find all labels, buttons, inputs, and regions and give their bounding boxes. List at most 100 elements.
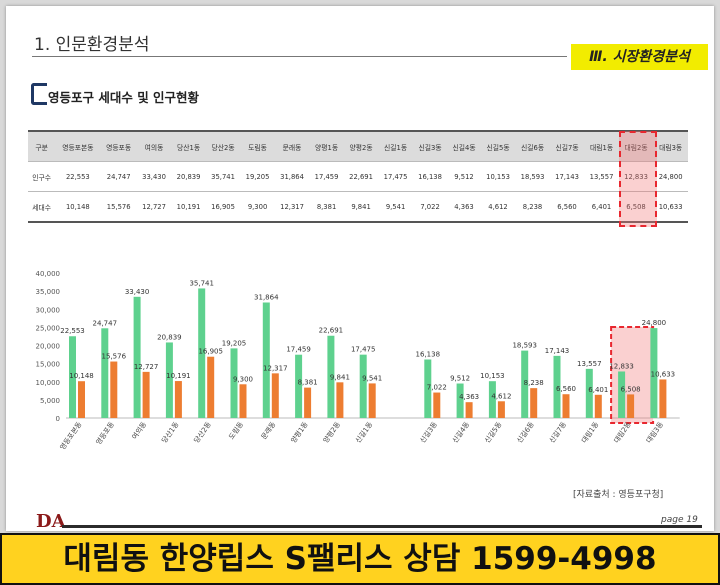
table-header-cell: 구분 — [28, 130, 56, 162]
table-cell: 20,839 — [171, 161, 206, 192]
table-cell: 7,022 — [412, 191, 448, 223]
table-cell: 17,459 — [309, 161, 344, 192]
data-label-population: 17,459 — [286, 346, 311, 354]
x-tick-label: 여의동 — [130, 420, 149, 441]
table-row: 인구수 22,553 24,747 33,430 20,839 35,741 19,205 3… — [28, 161, 688, 192]
table-cell: 8,381 — [309, 191, 344, 223]
x-tick-label: 대림2동 — [613, 420, 634, 445]
bar-households — [465, 402, 473, 418]
table-header-cell: 영등포본동 — [55, 130, 101, 162]
table-header-cell: 양평2동 — [343, 130, 379, 162]
table-header-cell: 영등포동 — [100, 130, 137, 162]
data-label-households: 6,508 — [621, 385, 641, 393]
table-cell: 12,317 — [274, 191, 310, 223]
x-tick-label: 신길5동 — [483, 420, 504, 445]
x-tick-label: 당산1동 — [160, 420, 181, 445]
data-label-households: 16,905 — [198, 348, 223, 356]
table-cell: 31,864 — [274, 161, 310, 192]
table-cell: 4,363 — [447, 191, 481, 223]
table-cell: 15,576 — [100, 191, 137, 223]
population-table: 구분 영등포본동 영등포동 여의동 당산1동 당산2동 도림동 문래동 양평1동 양평2동 신길1동… — [28, 130, 688, 223]
bar-households — [627, 394, 635, 418]
data-label-households: 9,541 — [362, 374, 382, 382]
bar-population — [133, 296, 141, 418]
data-label-households: 10,633 — [651, 370, 676, 378]
footer-divider — [62, 525, 702, 528]
data-label-population: 24,747 — [93, 319, 118, 327]
bar-population — [650, 328, 658, 418]
section-divider — [32, 56, 567, 57]
table-highlight — [619, 131, 657, 227]
bar-households — [174, 381, 182, 418]
data-label-population: 24,800 — [642, 319, 667, 327]
data-label-population: 19,205 — [222, 339, 247, 347]
y-tick-label: 35,000 — [36, 288, 61, 296]
data-label-population: 10,153 — [480, 372, 505, 380]
bar-population — [488, 381, 496, 418]
data-label-households: 7,022 — [427, 384, 447, 392]
table-header-cell: 양평1동 — [309, 130, 344, 162]
population-chart: 0 5,000 10,000 15,000 20,000 25,000 30,000 35,0… — [36, 270, 680, 452]
data-label-population: 31,864 — [254, 293, 279, 301]
data-label-households: 6,401 — [588, 386, 608, 394]
bar-households — [336, 382, 344, 418]
bar-households — [78, 381, 85, 418]
table-header-cell: 신길1동 — [378, 130, 413, 162]
table-header-cell: 신길3동 — [412, 130, 448, 162]
bar-population — [521, 350, 529, 418]
data-label-households: 4,612 — [491, 392, 511, 400]
table-cell: 18,593 — [515, 161, 550, 192]
x-tick-label: 문래동 — [259, 420, 278, 441]
bar-households — [142, 371, 150, 418]
table-header-cell: 도림동 — [240, 130, 275, 162]
x-tick-label: 영등포본동 — [58, 420, 84, 452]
x-tick-label: 신길7동 — [547, 420, 568, 445]
subtitle: 영등포구 세대수 및 인구현황 — [48, 90, 200, 105]
y-tick-label: 0 — [56, 415, 60, 423]
bar-population — [553, 355, 561, 418]
table-cell: 16,138 — [412, 161, 448, 192]
data-label-population: 17,143 — [545, 347, 570, 355]
bar-population — [198, 288, 206, 418]
table-cell: 12,727 — [136, 191, 172, 223]
data-label-population: 16,138 — [416, 350, 441, 358]
data-label-population: 33,430 — [125, 288, 150, 296]
table-header-cell: 신길7동 — [549, 130, 585, 162]
bar-population — [165, 342, 173, 418]
table-header-cell: 신길5동 — [480, 130, 516, 162]
data-label-population: 13,557 — [577, 360, 602, 368]
section-title: 1. 인문환경분석 — [34, 35, 150, 55]
data-label-households: 8,238 — [524, 379, 544, 387]
bar-population — [69, 336, 76, 418]
x-tick-label: 신길1동 — [353, 420, 374, 445]
source-note: [자료출처 : 영등포구청] — [573, 490, 664, 500]
data-label-population: 22,553 — [60, 327, 85, 335]
table-header-cell: 여의동 — [136, 130, 172, 162]
table-cell: 24,800 — [653, 161, 688, 192]
table-row: 세대수 10,148 15,576 12,727 10,191 16,905 9,300 12… — [28, 191, 688, 223]
x-tick-label: 신길4동 — [450, 420, 471, 445]
data-label-households: 6,560 — [556, 385, 576, 393]
bar-households — [497, 401, 505, 418]
bar-households — [368, 383, 376, 418]
bracket-icon — [31, 83, 47, 105]
table-cell: 9,841 — [343, 191, 379, 223]
bar-population — [327, 335, 335, 418]
table-cell: 22,553 — [55, 161, 101, 192]
table-cell: 9,541 — [378, 191, 413, 223]
contact-banner: 대림동 한양립스 S팰리스 상담 1599-4998 — [0, 533, 720, 585]
table-header-cell: 대림3동 — [653, 130, 688, 162]
y-tick-label: 5,000 — [40, 397, 60, 405]
x-tick-label: 대림1동 — [580, 420, 601, 445]
bar-households — [239, 384, 247, 418]
table-cell: 6,508 — [618, 191, 654, 223]
y-tick-label: 40,000 — [36, 270, 61, 278]
table-cell: 10,153 — [480, 161, 516, 192]
y-tick-label: 30,000 — [36, 306, 61, 314]
bar-population — [456, 383, 464, 418]
bar-population — [230, 348, 238, 418]
table-header-cell: 당산1동 — [171, 130, 206, 162]
table-cell: 6,401 — [584, 191, 619, 223]
bar-population — [295, 354, 303, 418]
company-logo: DA — [36, 511, 66, 532]
